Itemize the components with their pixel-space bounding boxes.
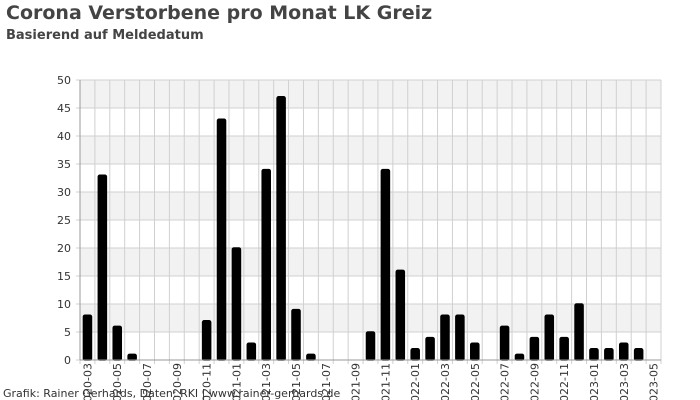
bar xyxy=(395,269,406,361)
x-tick-label: 2022-03 xyxy=(439,363,452,400)
bar xyxy=(529,336,540,361)
x-tick-label: 2021-01 xyxy=(230,363,243,400)
bar xyxy=(291,308,301,361)
x-tick-label: 2021-07 xyxy=(320,363,333,400)
bar xyxy=(201,320,212,361)
x-tick-label: 2020-11 xyxy=(201,363,214,400)
bar xyxy=(425,336,435,361)
bar xyxy=(276,96,286,361)
grid-band xyxy=(80,80,661,108)
bar xyxy=(365,331,376,361)
x-tick-label: 2021-11 xyxy=(379,363,392,400)
x-tick-label: 2022-09 xyxy=(528,363,541,400)
x-tick-label: 2022-05 xyxy=(469,363,482,400)
bar xyxy=(82,314,93,361)
bar xyxy=(216,118,227,361)
chart-subtitle: Basierend auf Meldedatum xyxy=(6,28,204,43)
y-tick-label: 10 xyxy=(57,298,71,311)
grid-band xyxy=(80,136,661,164)
bar xyxy=(618,342,629,361)
grid-band xyxy=(80,192,661,220)
y-tick-label: 40 xyxy=(57,130,71,143)
x-tick-label: 2022-07 xyxy=(499,363,512,400)
y-tick-label: 50 xyxy=(57,74,71,87)
bar xyxy=(112,325,123,361)
chart-title: Corona Verstorbene pro Monat LK Greiz xyxy=(6,2,432,24)
x-tick-label: 2022-01 xyxy=(409,363,422,400)
bar xyxy=(306,353,316,361)
bar xyxy=(544,314,555,361)
bar xyxy=(231,247,242,361)
x-tick-label: 2021-03 xyxy=(260,363,273,400)
source-note: Grafik: Rainer Gerhards, Daten: RKI | ww… xyxy=(3,387,341,400)
x-tick-label: 2021-05 xyxy=(290,363,303,400)
bar xyxy=(97,174,108,361)
x-tick-label: 2020-07 xyxy=(141,363,154,400)
bar xyxy=(514,353,525,361)
bar xyxy=(380,168,391,361)
grid-band xyxy=(80,248,661,276)
bar xyxy=(127,353,137,361)
y-tick-label: 15 xyxy=(57,270,71,283)
bar xyxy=(559,336,569,361)
bar xyxy=(246,342,257,361)
bar xyxy=(440,314,450,361)
bar xyxy=(455,314,465,361)
x-tick-label: 2023-01 xyxy=(588,363,601,400)
y-tick-label: 20 xyxy=(57,242,71,255)
bar xyxy=(261,168,271,361)
bar xyxy=(470,342,480,361)
bar xyxy=(574,303,584,361)
x-tick-label: 2020-03 xyxy=(81,363,94,400)
x-tick-label: 2021-09 xyxy=(350,363,363,400)
y-tick-label: 25 xyxy=(57,214,71,227)
bar xyxy=(633,348,644,361)
bar xyxy=(410,348,420,361)
x-tick-label: 2022-11 xyxy=(558,363,571,400)
y-tick-label: 0 xyxy=(64,354,71,367)
y-tick-label: 45 xyxy=(57,102,71,115)
bar xyxy=(604,348,614,361)
x-tick-label: 2023-05 xyxy=(648,363,661,400)
y-tick-label: 5 xyxy=(64,326,71,339)
bar xyxy=(589,348,599,361)
bar xyxy=(499,325,510,361)
y-tick-label: 30 xyxy=(57,186,71,199)
x-tick-label: 2023-03 xyxy=(618,363,631,400)
grid-band xyxy=(80,304,661,332)
x-tick-label: 2020-05 xyxy=(111,363,124,400)
y-tick-label: 35 xyxy=(57,158,71,171)
x-tick-label: 2020-09 xyxy=(171,363,184,400)
